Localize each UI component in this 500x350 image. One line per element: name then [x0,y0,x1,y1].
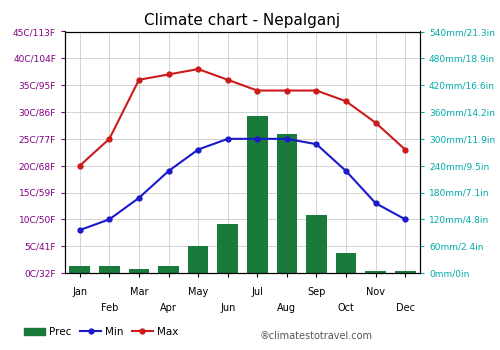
Bar [276,134,297,273]
Bar [395,271,415,273]
Text: Apr: Apr [160,303,177,313]
Bar [306,215,327,273]
Legend: Prec, Min, Max: Prec, Min, Max [20,323,182,341]
Text: Jan: Jan [72,287,88,297]
Bar [366,271,386,273]
Text: Mar: Mar [130,287,148,297]
Bar [336,253,356,273]
Text: Feb: Feb [100,303,118,313]
Text: Dec: Dec [396,303,414,313]
Bar [188,246,208,273]
Bar [218,224,238,273]
Text: Jun: Jun [220,303,236,313]
Text: May: May [188,287,208,297]
Bar [247,117,268,273]
Text: Nov: Nov [366,287,385,297]
Text: Sep: Sep [308,287,326,297]
Bar [128,268,150,273]
Bar [158,266,179,273]
Bar [99,266,119,273]
Text: Aug: Aug [278,303,296,313]
Title: Climate chart - Nepalganj: Climate chart - Nepalganj [144,13,340,28]
Text: ®climatestotravel.com: ®climatestotravel.com [260,331,373,341]
Text: Jul: Jul [252,287,263,297]
Text: Oct: Oct [338,303,354,313]
Bar [70,266,90,273]
